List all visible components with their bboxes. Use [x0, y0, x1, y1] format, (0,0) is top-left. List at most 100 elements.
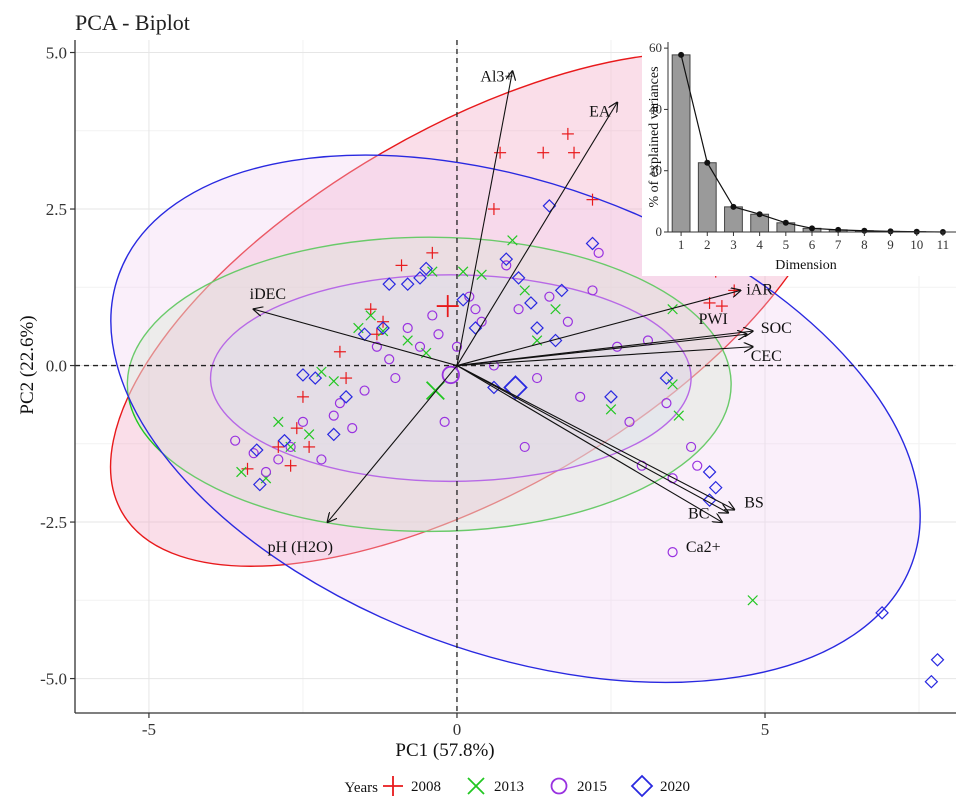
legend-item-2013: 2013: [465, 775, 524, 797]
inset-x-tick-label: 9: [887, 237, 894, 252]
group-mean-2015: [441, 365, 460, 385]
loading-arrow-SOC: [456, 331, 753, 367]
data-point-2020: [249, 443, 264, 457]
loading-arrow-Ca2+: [456, 365, 722, 523]
data-point-2013: [747, 595, 758, 606]
loading-label: PWI: [699, 311, 728, 328]
inset-x-tick-label: 4: [756, 237, 763, 252]
x-axis-label: PC1 (57.8%): [395, 740, 494, 761]
confidence-ellipse-2020: [110, 154, 921, 684]
legend-label: 2008: [411, 779, 441, 795]
scree-point: [782, 219, 789, 226]
inset-x-tick-label: 7: [835, 237, 842, 252]
data-point-2020: [924, 674, 939, 689]
legend-item-2008: 2008: [382, 775, 441, 797]
data-point-2008: [364, 303, 377, 316]
data-point-2020: [708, 480, 723, 495]
legend-label: 2020: [660, 779, 690, 795]
scree-plot-inset: 0 20 40 60 1 2 3 4 5 6 7 8 9 10 11 Dimension % of explai…: [642, 40, 956, 276]
data-point-2020: [456, 292, 470, 307]
loading-label: pH (H2O): [268, 539, 333, 556]
loading-vectors: Al3+ EA iAR PWI SOC CEC iDEC pH (H2O) BS BC Ca2+: [250, 68, 792, 556]
data-point-2008: [296, 390, 309, 403]
scree-point: [704, 159, 711, 166]
data-point-2020: [326, 427, 341, 442]
loading-label: Ca2+: [686, 539, 721, 556]
data-point-2008: [284, 459, 297, 472]
legend-label: 2013: [494, 779, 524, 795]
data-point-2020: [604, 389, 618, 404]
confidence-ellipse-2015: [209, 274, 692, 483]
data-point-2015: [575, 391, 586, 402]
data-point-2015: [328, 410, 339, 421]
data-point-2020: [554, 283, 569, 298]
data-point-2013: [427, 266, 438, 277]
data-point-2013: [550, 303, 561, 315]
group-mean-2008: [436, 295, 459, 318]
y-tick-label: -5.0: [40, 670, 67, 689]
loading-label: BC: [688, 506, 709, 523]
data-point-2020: [308, 371, 323, 385]
data-point-2015: [593, 247, 604, 258]
data-point-2015: [451, 341, 463, 352]
loading-label: BS: [744, 495, 764, 512]
data-point-2015: [414, 341, 426, 352]
data-point-2015: [402, 322, 413, 334]
data-point-2015: [371, 341, 382, 352]
data-point-2008: [715, 300, 728, 313]
data-point-2013: [328, 375, 339, 387]
data-point-2015: [519, 441, 530, 453]
inset-y-tick-label: 0: [656, 224, 663, 239]
group-mean-2020: [503, 375, 528, 400]
reference-lines: [75, 40, 956, 713]
data-point-2008: [395, 259, 408, 272]
data-point-2015: [359, 385, 370, 396]
inset-y-tick-label: 20: [649, 163, 662, 178]
data-point-2015: [685, 441, 697, 453]
data-point-2013: [377, 325, 389, 337]
scree-point: [756, 211, 763, 218]
data-point-2013: [236, 466, 247, 478]
data-point-2015: [427, 310, 438, 321]
data-point-2008: [241, 462, 254, 475]
scree-point: [809, 225, 815, 232]
chart-title: PCA - Biplot: [75, 10, 190, 35]
data-point-2020: [339, 389, 353, 404]
data-point-2008: [568, 146, 581, 159]
y-tick-label: 2.5: [46, 200, 67, 219]
data-point-2008: [586, 193, 599, 206]
data-point-2013: [673, 410, 684, 421]
y-tick-label: 0.0: [46, 357, 67, 376]
loading-arrow-iDEC: [254, 309, 458, 367]
x-tick-label: 0: [453, 720, 462, 739]
data-point-2015: [439, 416, 450, 427]
data-point-2020: [468, 321, 483, 335]
data-point-2015: [624, 416, 635, 427]
data-point-2020: [376, 321, 390, 335]
data-point-2015: [347, 423, 358, 434]
inset-x-axis-label: Dimension: [775, 258, 836, 273]
data-point-2020: [419, 261, 434, 276]
data-point-2015: [531, 372, 543, 384]
data-point-2020: [277, 433, 292, 448]
data-point-2020: [499, 252, 514, 266]
data-point-2015: [667, 547, 678, 558]
x-tick-label: -5: [142, 720, 156, 739]
inset-x-tick-label: 6: [809, 237, 816, 252]
data-point-2015: [285, 441, 296, 453]
data-point-2015: [562, 316, 573, 327]
legend-title: Years: [345, 780, 379, 796]
data-point-2020: [413, 271, 427, 285]
inset-y-tick-label: 60: [649, 40, 662, 55]
data-point-2013: [402, 335, 413, 346]
inset-y-axis-label: % of explained variances: [647, 66, 662, 207]
scree-bar: [724, 206, 743, 233]
loading-label: iAR: [746, 281, 773, 298]
inset-y-tick-label: 40: [649, 101, 662, 116]
data-point-2020: [875, 605, 889, 620]
loading-arrow-BC: [456, 365, 728, 513]
data-point-2015: [476, 316, 487, 327]
data-point-2020: [400, 277, 415, 292]
loading-arrow-CEC: [456, 347, 753, 367]
